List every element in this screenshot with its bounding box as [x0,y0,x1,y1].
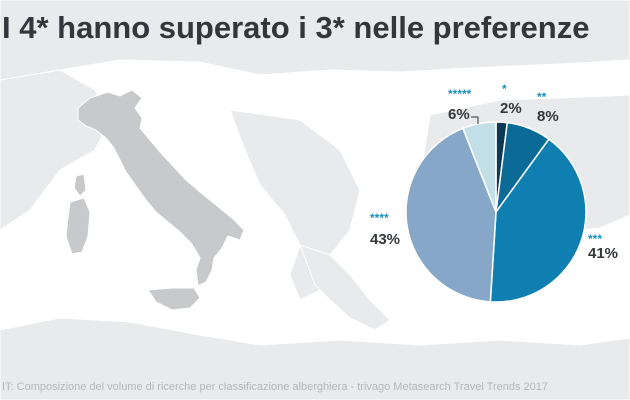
italy-map [65,89,245,311]
slice-category-label: ** [537,90,547,104]
slice-value-label: 2% [500,100,522,117]
land-north [0,0,630,81]
corsica [73,173,87,197]
slice-category-label: *** [588,232,602,246]
slice-value-label: 6% [448,106,470,123]
land-west [0,69,111,231]
italy-mainland [77,89,245,287]
slice-category-label: ***** [448,87,472,101]
slice-value-label: 43% [370,231,400,248]
sicily [147,287,201,311]
pie-slice [489,138,587,303]
pie-slice [461,121,497,213]
land-greece [299,244,391,331]
slice-value-label: 8% [537,108,559,125]
slice-value-label: 41% [588,245,618,262]
page-title: I 4* hanno superato i 3* nelle preferenz… [2,10,590,45]
pie-chart: * 2% ** 8% ***41% **** 43% ***** 6% [370,82,618,303]
source-footnote: IT: Composizione del volume di ricerche … [2,381,548,393]
slice-category-label: * [502,82,507,96]
slice-category-label: **** [370,211,389,225]
pie-slice [405,127,497,303]
label-leader-line [471,116,479,124]
land-balkans [229,109,361,301]
sardinia [65,197,91,255]
land-africa [0,317,630,400]
